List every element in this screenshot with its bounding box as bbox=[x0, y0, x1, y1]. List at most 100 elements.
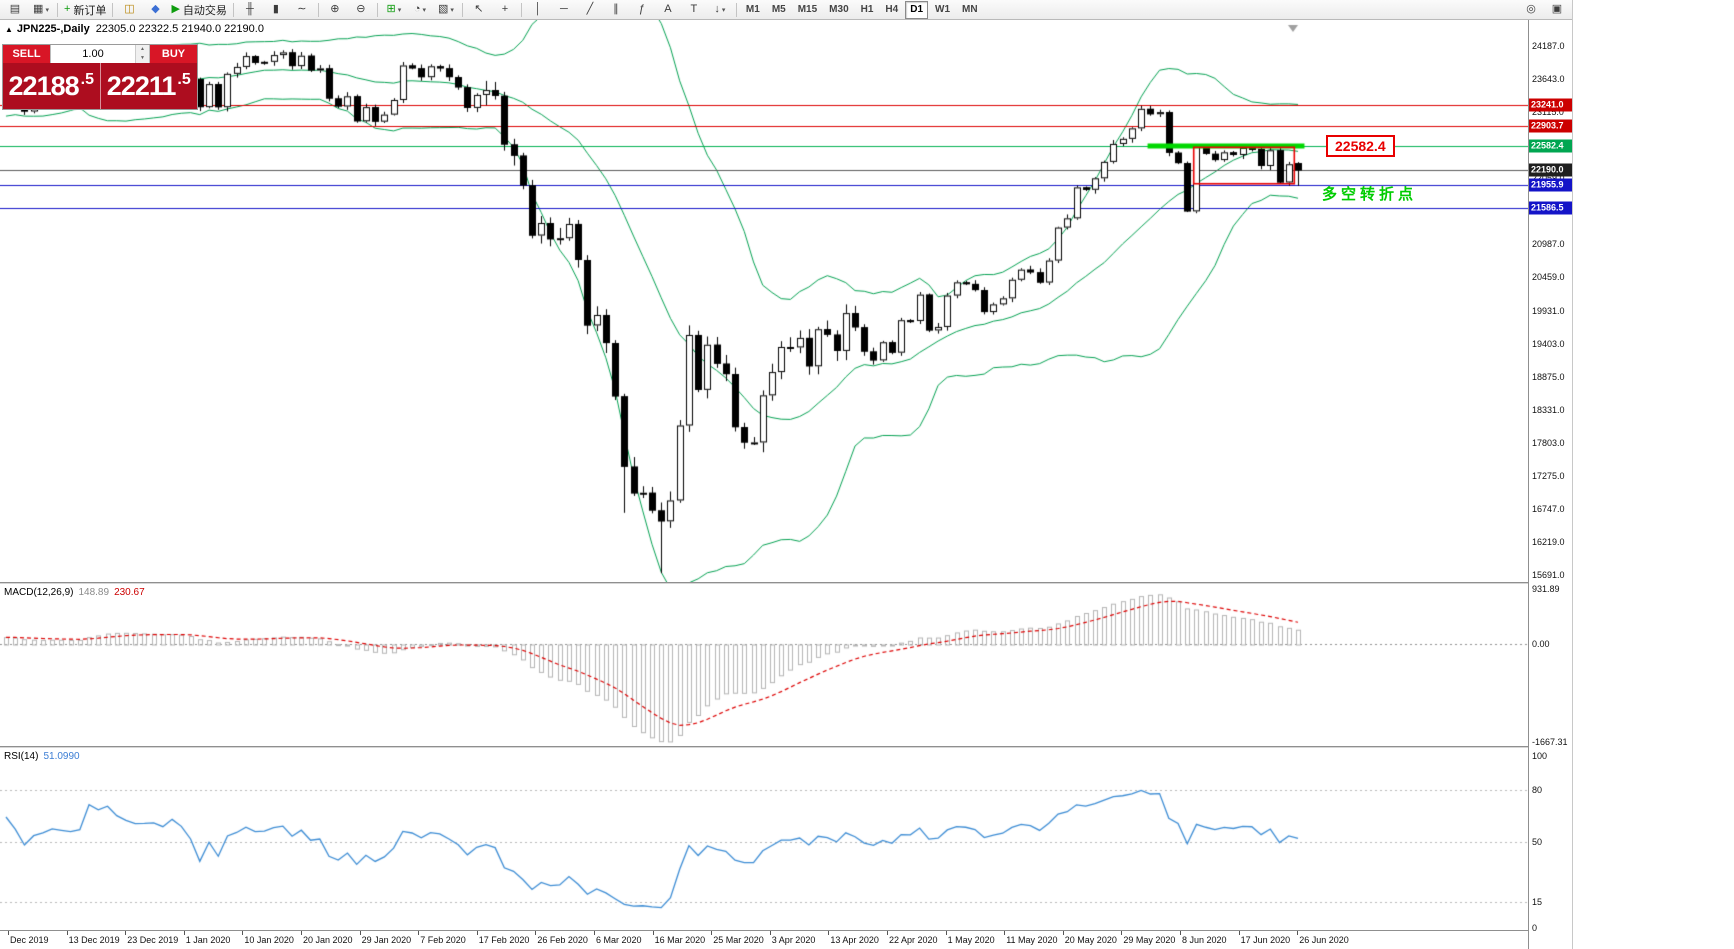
time-axis-tick bbox=[652, 931, 654, 935]
time-axis-tick bbox=[66, 931, 68, 935]
quantity-down-button[interactable]: ▼ bbox=[136, 54, 149, 63]
timeframes-list-button[interactable]: ◔ ▾ bbox=[407, 0, 433, 20]
zoom-in-button[interactable]: ⊕ bbox=[322, 0, 348, 20]
sell-price[interactable]: 22188 .5 bbox=[3, 63, 101, 109]
time-axis-label: 8 Jun 2020 bbox=[1182, 935, 1227, 945]
time-axis-tick bbox=[125, 931, 127, 935]
price-callout-label[interactable]: 22582.4 bbox=[1326, 134, 1395, 157]
new-chart-button[interactable]: ▤ bbox=[2, 0, 28, 20]
channel-button[interactable]: ∥ bbox=[603, 0, 629, 20]
timeframe-button-m15[interactable]: M15 bbox=[797, 4, 818, 15]
chart-profiles-button[interactable]: ▦ ▾ bbox=[28, 0, 54, 20]
arrows-button[interactable]: ↓ ▾ bbox=[707, 0, 733, 20]
macd-scale-label: 0.00 bbox=[1532, 638, 1550, 649]
time-axis-tick bbox=[945, 931, 947, 935]
one-click-toggle-icon[interactable]: ▲ bbox=[5, 25, 13, 34]
toolbar-right-group: ◎ ▣ bbox=[1518, 0, 1570, 20]
timeframe-button-d1[interactable]: D1 bbox=[905, 0, 929, 19]
time-axis[interactable]: Dec 2019 13 Dec 2019 23 Dec 2019 1 Jan 2020… bbox=[0, 930, 1528, 949]
time-axis-tick bbox=[769, 931, 771, 935]
chart-window-button[interactable]: ◫ bbox=[116, 0, 142, 20]
toolbar-separator bbox=[57, 2, 58, 17]
templates-icon: ▧ bbox=[437, 3, 449, 15]
trendline-icon: ╱ bbox=[586, 3, 594, 15]
quantity-input[interactable] bbox=[51, 45, 135, 63]
price-tag: 21955.9 bbox=[1529, 178, 1572, 192]
timeframe-button-mn[interactable]: MN bbox=[962, 4, 978, 15]
rsi-label: RSI(14) 51.0990 bbox=[4, 751, 80, 762]
crosshair-button[interactable]: + bbox=[492, 0, 518, 20]
macd-scale-label: -1667.31 bbox=[1532, 737, 1568, 747]
price-axis-label: 19403.0 bbox=[1532, 338, 1565, 349]
magnifier-button[interactable]: ◎ bbox=[1518, 0, 1544, 20]
toolbar-separator bbox=[232, 2, 234, 17]
sell-price-big: 22188 bbox=[8, 70, 80, 101]
time-axis-tick bbox=[418, 931, 420, 935]
window-layout-button[interactable]: ▣ bbox=[1544, 0, 1570, 20]
price-axis[interactable]: 24187.023643.023115.022587.022059.021531… bbox=[1528, 20, 1572, 949]
new-order-button-label: 新订单 bbox=[73, 4, 107, 17]
buy-price[interactable]: 22211 .5 bbox=[101, 63, 198, 109]
zoom-out-button[interactable]: ⊖ bbox=[348, 0, 374, 20]
price-axis-label: 18875.0 bbox=[1532, 371, 1565, 382]
timeframe-button-w1[interactable]: W1 bbox=[935, 4, 951, 15]
time-axis-label: 1 May 2020 bbox=[947, 935, 995, 945]
alerts-button[interactable]: ◆ bbox=[142, 0, 168, 20]
sell-button[interactable]: SELL bbox=[3, 45, 50, 63]
rsi-scale-label: 80 bbox=[1532, 785, 1543, 796]
time-axis-tick bbox=[476, 931, 478, 935]
trendline-button[interactable]: ╱ bbox=[577, 0, 603, 20]
main-chart-canvas[interactable] bbox=[0, 20, 1528, 582]
vertical-line-icon: │ bbox=[534, 3, 542, 15]
buy-button[interactable]: BUY bbox=[150, 45, 197, 63]
rsi-scale-label: 15 bbox=[1532, 897, 1543, 908]
macd-panel-canvas[interactable] bbox=[0, 584, 1528, 746]
time-axis-label: 25 Mar 2020 bbox=[713, 935, 764, 945]
price-axis-label: 20987.0 bbox=[1532, 239, 1565, 250]
new-chart-icon: ▤ bbox=[9, 3, 21, 15]
panel-separator[interactable] bbox=[0, 746, 1572, 748]
templates-button[interactable]: ▧ ▾ bbox=[433, 0, 459, 20]
indicators-button[interactable]: ⊞ ▾ bbox=[381, 0, 407, 20]
new-order-button[interactable]: + 新订单 bbox=[61, 0, 109, 20]
timeframe-button-h4[interactable]: H4 bbox=[885, 4, 899, 15]
quantity-up-button[interactable]: ▲ bbox=[136, 45, 149, 54]
chevron-down-icon: ▾ bbox=[422, 6, 426, 14]
rsi-panel-canvas[interactable] bbox=[0, 748, 1528, 930]
time-axis-tick bbox=[301, 931, 302, 935]
macd-main-value: 148.89 bbox=[78, 587, 110, 598]
price-axis-label: 20459.0 bbox=[1532, 272, 1565, 283]
turning-point-text[interactable]: 多空转折点 bbox=[1322, 186, 1418, 203]
timeframe-button-h1[interactable]: H1 bbox=[860, 4, 874, 15]
cursor-button[interactable]: ↖ bbox=[466, 0, 492, 20]
bar-chart-mode-button[interactable]: ╫ bbox=[237, 0, 263, 20]
timeframe-button-m1[interactable]: M1 bbox=[745, 4, 760, 15]
fibonacci-button[interactable]: ƒ bbox=[629, 0, 655, 20]
price-axis-label: 24187.0 bbox=[1532, 41, 1565, 51]
alerts-icon: ◆ bbox=[151, 3, 160, 15]
text-icon: A bbox=[664, 3, 672, 15]
buy-price-pips: .5 bbox=[177, 71, 191, 88]
vertical-line-button[interactable]: │ bbox=[525, 0, 551, 20]
text-button[interactable]: A bbox=[655, 0, 681, 20]
time-axis-label: 3 Apr 2020 bbox=[771, 935, 816, 945]
time-axis-tick bbox=[1062, 931, 1064, 935]
zoom-out-icon: ⊖ bbox=[356, 3, 366, 15]
panel-separator[interactable] bbox=[0, 582, 1572, 584]
ohlc-close: 22190.0 bbox=[224, 23, 264, 35]
price-tag: 22190.0 bbox=[1529, 163, 1572, 177]
sell-price-pips: .5 bbox=[80, 71, 94, 88]
time-axis-tick bbox=[887, 931, 888, 935]
auto-trading-button[interactable]: ▶ 自动交易 bbox=[168, 0, 229, 20]
text-label-button[interactable]: T bbox=[681, 0, 707, 20]
fibonacci-icon: ƒ bbox=[638, 3, 645, 15]
time-axis-label: 1 Jan 2020 bbox=[185, 935, 231, 945]
horizontal-line-button[interactable]: ─ bbox=[551, 0, 577, 20]
candlestick-mode-button[interactable]: ▮ bbox=[263, 0, 289, 20]
line-chart-mode-button[interactable]: ∼ bbox=[289, 0, 315, 20]
time-axis-tick bbox=[535, 931, 537, 935]
toolbar-separator bbox=[112, 2, 114, 17]
timeframe-button-m30[interactable]: M30 bbox=[829, 4, 849, 15]
timeframe-button-m5[interactable]: M5 bbox=[771, 4, 786, 15]
time-axis-tick bbox=[8, 931, 9, 935]
